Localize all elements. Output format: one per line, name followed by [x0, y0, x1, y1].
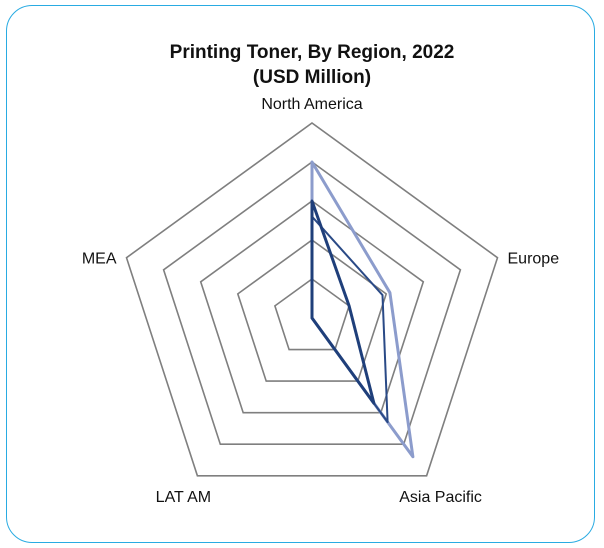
chart-frame [6, 5, 595, 543]
radar-grid [125, 122, 499, 477]
chart-title-line-1: Printing Toner, By Region, 2022 [170, 42, 455, 63]
grid-ring-3 [199, 200, 425, 414]
category-label-mea: MEA [82, 251, 117, 268]
category-label-north-america: North America [261, 96, 362, 113]
series-line-3 [310, 199, 376, 405]
category-label-europe: Europe [508, 251, 560, 268]
category-labels: North America Europe Asia Pacific LAT AM MEA [82, 96, 559, 506]
grid-ring-5 [125, 122, 499, 477]
category-label-asia-pacific: Asia Pacific [399, 489, 482, 506]
grid-ring-4 [162, 161, 462, 446]
category-label-lat-am: LAT AM [156, 489, 211, 506]
series-lines [310, 160, 415, 459]
grid-ring-1 [273, 278, 351, 351]
chart-title-line-2: (USD Million) [253, 67, 371, 88]
